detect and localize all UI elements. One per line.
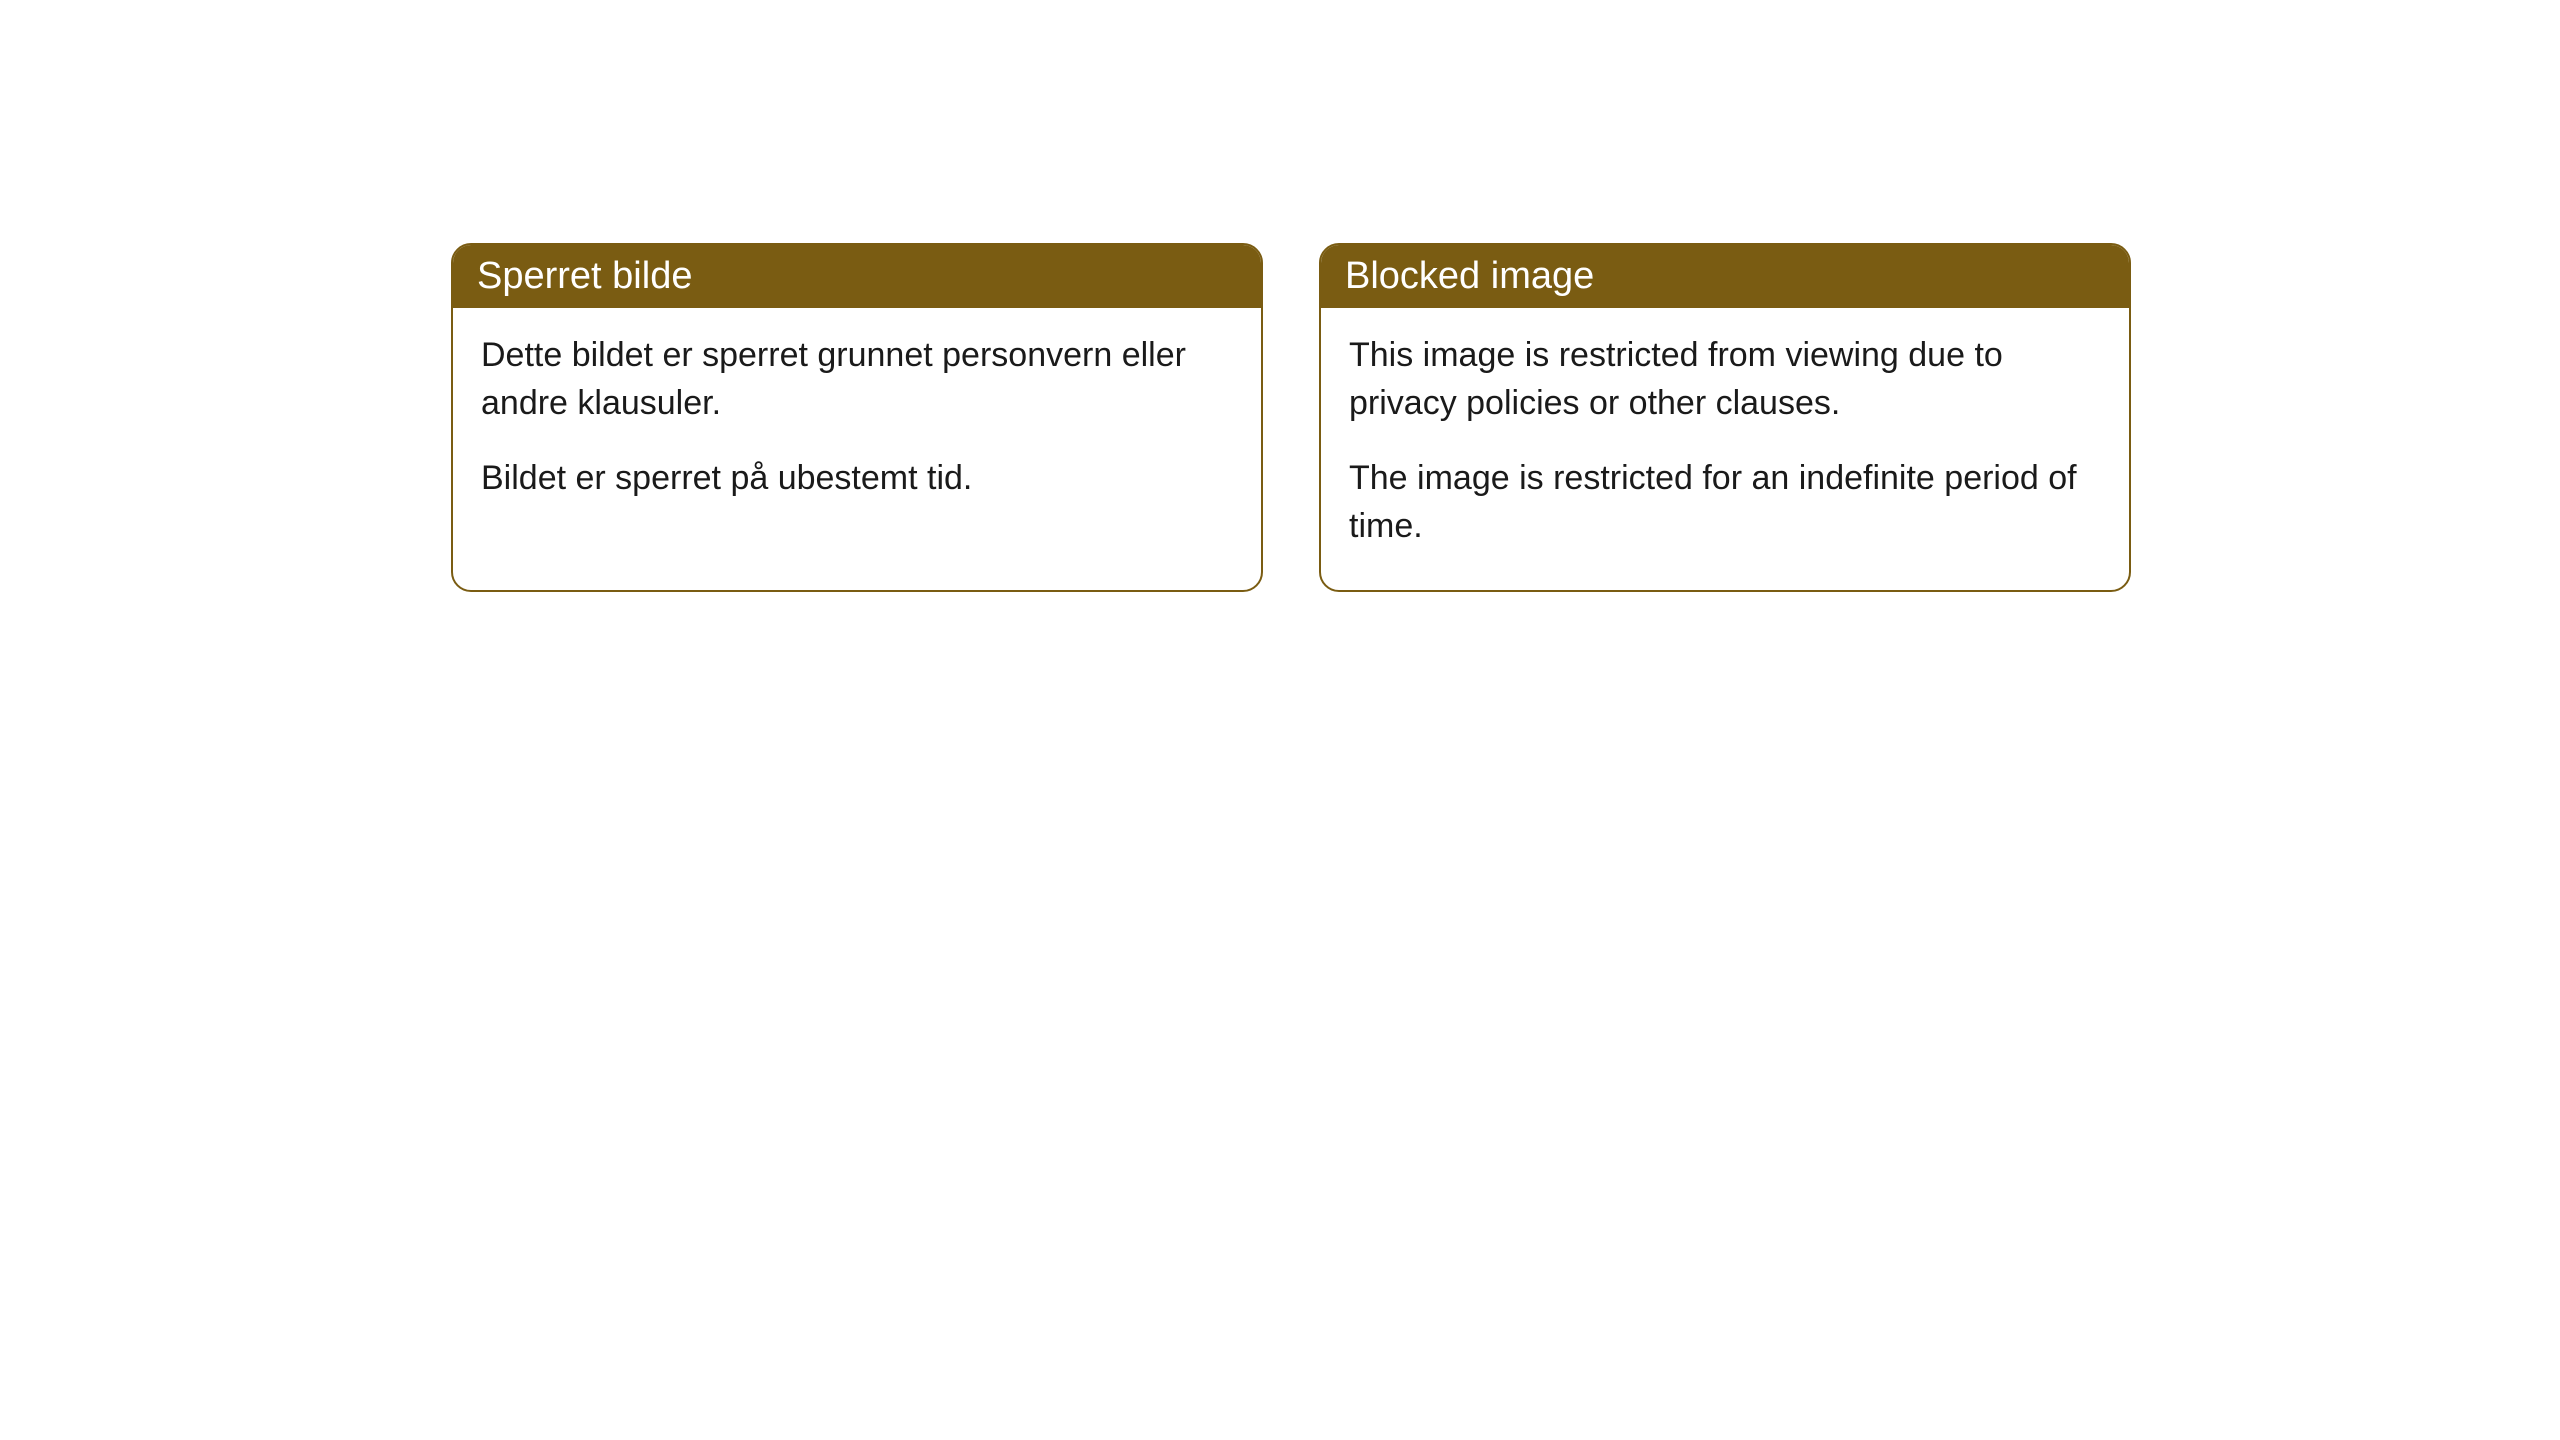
card-body-english: This image is restricted from viewing du… <box>1321 308 2129 590</box>
card-header-english: Blocked image <box>1321 245 2129 308</box>
card-paragraph: Bildet er sperret på ubestemt tid. <box>481 455 1233 503</box>
card-paragraph: Dette bildet er sperret grunnet personve… <box>481 332 1233 427</box>
cards-container: Sperret bilde Dette bildet er sperret gr… <box>451 243 2131 592</box>
card-body-norwegian: Dette bildet er sperret grunnet personve… <box>453 308 1261 543</box>
card-paragraph: This image is restricted from viewing du… <box>1349 332 2101 427</box>
card-english: Blocked image This image is restricted f… <box>1319 243 2131 592</box>
card-paragraph: The image is restricted for an indefinit… <box>1349 455 2101 550</box>
card-header-norwegian: Sperret bilde <box>453 245 1261 308</box>
card-norwegian: Sperret bilde Dette bildet er sperret gr… <box>451 243 1263 592</box>
